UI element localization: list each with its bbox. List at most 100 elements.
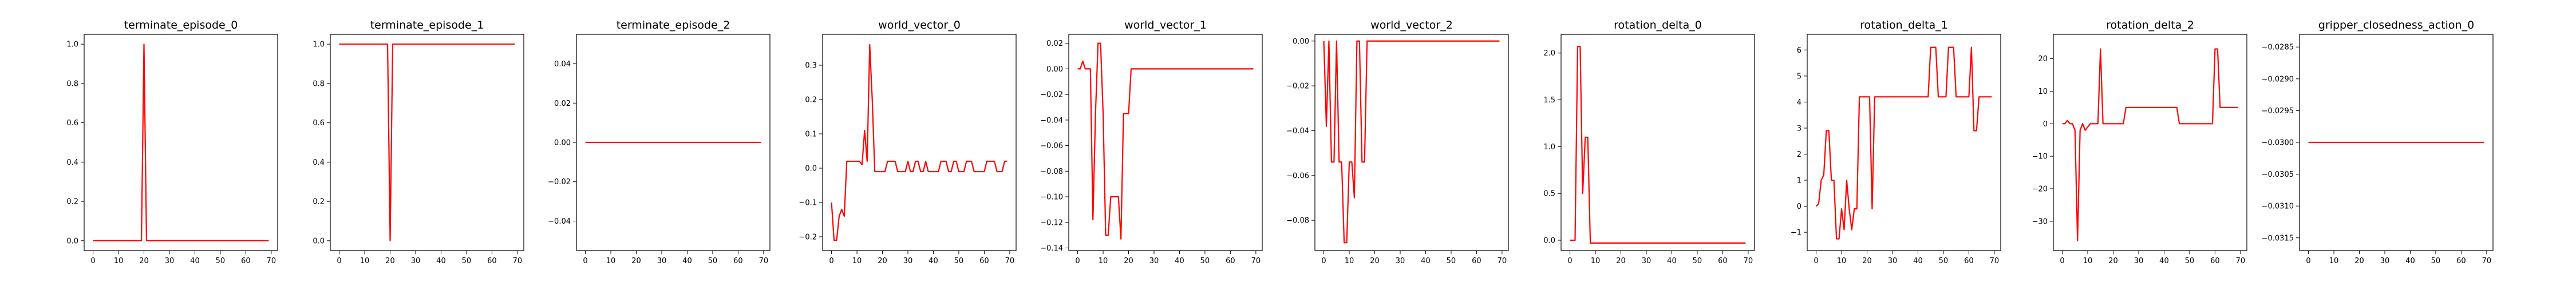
y-tick-label: 0.2 bbox=[805, 96, 817, 105]
x-tick-label: 70 bbox=[267, 257, 276, 265]
plot-frame bbox=[330, 34, 524, 251]
y-tick-label: −0.04 bbox=[1286, 127, 1309, 136]
y-tick-label: −0.04 bbox=[548, 217, 571, 226]
chart-title: world_vector_0 bbox=[878, 19, 961, 31]
plot-frame bbox=[84, 34, 278, 251]
chart-title: world_vector_1 bbox=[1124, 19, 1207, 31]
chart-title: gripper_closedness_action_0 bbox=[2318, 19, 2474, 31]
y-tick-label: −0.0310 bbox=[2262, 202, 2294, 211]
y-tick-label: 0.4 bbox=[66, 158, 78, 167]
x-tick-label: 60 bbox=[1964, 257, 1974, 265]
y-tick-label: 0 bbox=[1797, 202, 1801, 211]
x-tick-label: 10 bbox=[606, 257, 616, 265]
y-tick-label: 4 bbox=[1797, 98, 1801, 107]
y-tick-label: 0.8 bbox=[313, 80, 325, 88]
chart-panel-2: terminate_episode_2 0 10 20 30 40 50 60 70 −0.04 −… bbox=[548, 19, 771, 265]
x-tick-label: 70 bbox=[2236, 257, 2246, 265]
x-tick-label: 20 bbox=[1370, 257, 1380, 265]
x-tick-label: 0 bbox=[1814, 257, 1818, 265]
plot-frame bbox=[576, 34, 771, 251]
chart-title: terminate_episode_0 bbox=[124, 19, 238, 31]
y-tick-label: −30 bbox=[2032, 217, 2048, 226]
plot-frame bbox=[2299, 34, 2494, 251]
x-tick-label: 50 bbox=[1447, 257, 1456, 265]
y-tick-label: −0.0295 bbox=[2262, 107, 2294, 116]
x-tick-label: 40 bbox=[190, 257, 200, 265]
x-tick-label: 0 bbox=[829, 257, 833, 265]
x-tick-label: 30 bbox=[657, 257, 667, 265]
x-tick-label: 50 bbox=[1939, 257, 1949, 265]
x-tick-label: 40 bbox=[2159, 257, 2169, 265]
x-tick-label: 50 bbox=[2185, 257, 2195, 265]
x-tick-label: 10 bbox=[1837, 257, 1847, 265]
y-tick-label: 10 bbox=[2038, 88, 2048, 96]
x-tick-label: 20 bbox=[1124, 257, 1133, 265]
x-tick-label: 30 bbox=[165, 257, 175, 265]
plot-frame bbox=[822, 34, 1017, 251]
x-tick-label: 50 bbox=[2431, 257, 2441, 265]
plot-frame bbox=[1314, 34, 1509, 251]
chart-panel-5: world_vector_2 0 10 20 30 40 50 60 70 −0.08 −0.06 −… bbox=[1286, 19, 1509, 265]
y-tick-label: −0.14 bbox=[1040, 244, 1063, 253]
y-tick-label: 0.1 bbox=[805, 130, 817, 139]
y-tick-label: −0.08 bbox=[1040, 168, 1063, 176]
chart-title: world_vector_2 bbox=[1370, 19, 1453, 31]
chart-panel-0: terminate_episode_0 0 10 20 30 40 50 60 70 0.0 0.2… bbox=[66, 19, 278, 265]
x-tick-label: 70 bbox=[1005, 257, 1015, 265]
y-tick-label: 0.00 bbox=[1046, 65, 1063, 74]
y-tick-label: 0.0 bbox=[805, 165, 817, 173]
x-tick-label: 70 bbox=[2482, 257, 2492, 265]
series-line bbox=[1815, 46, 1992, 240]
y-tick-label: −0.04 bbox=[1040, 116, 1063, 125]
x-tick-label: 0 bbox=[1321, 257, 1326, 265]
x-tick-label: 20 bbox=[139, 257, 149, 265]
plot-frame bbox=[1068, 34, 1263, 251]
x-tick-label: 60 bbox=[733, 257, 743, 265]
plot-frame bbox=[1560, 34, 1755, 251]
x-tick-label: 60 bbox=[979, 257, 989, 265]
y-tick-label: 0.02 bbox=[1046, 39, 1063, 48]
series-line bbox=[93, 43, 269, 241]
x-tick-label: 50 bbox=[216, 257, 226, 265]
y-tick-label: 0.5 bbox=[1543, 190, 1555, 198]
x-tick-label: 0 bbox=[583, 257, 587, 265]
y-tick-label: −20 bbox=[2032, 185, 2048, 194]
x-tick-label: 30 bbox=[411, 257, 421, 265]
chart-title: rotation_delta_1 bbox=[1860, 19, 1948, 31]
x-tick-label: 70 bbox=[1990, 257, 2000, 265]
y-tick-label: −0.10 bbox=[1040, 193, 1063, 202]
x-tick-label: 50 bbox=[954, 257, 964, 265]
x-tick-label: 20 bbox=[2354, 257, 2364, 265]
y-tick-label: 0.4 bbox=[313, 158, 325, 167]
y-tick-label: 1 bbox=[1797, 177, 1801, 185]
chart-title: terminate_episode_2 bbox=[617, 19, 730, 31]
x-tick-label: 20 bbox=[631, 257, 641, 265]
x-tick-label: 40 bbox=[1667, 257, 1677, 265]
y-tick-label: 0.8 bbox=[66, 80, 78, 88]
y-tick-label: −0.02 bbox=[1286, 82, 1309, 91]
y-tick-label: 0.2 bbox=[313, 198, 325, 206]
x-tick-label: 60 bbox=[1226, 257, 1235, 265]
y-tick-label: −0.06 bbox=[1040, 142, 1063, 150]
y-tick-label: 0.00 bbox=[554, 139, 571, 148]
x-tick-label: 0 bbox=[2306, 257, 2310, 265]
y-tick-label: 6 bbox=[1797, 46, 1801, 55]
x-tick-label: 0 bbox=[337, 257, 341, 265]
y-tick-label: 1.5 bbox=[1543, 96, 1555, 105]
y-tick-label: 0.04 bbox=[554, 60, 571, 69]
chart-title: rotation_delta_0 bbox=[1614, 19, 1702, 31]
x-tick-label: 30 bbox=[1642, 257, 1652, 265]
x-tick-label: 50 bbox=[708, 257, 718, 265]
x-tick-label: 30 bbox=[903, 257, 913, 265]
y-tick-label: −0.0285 bbox=[2262, 43, 2294, 52]
x-tick-label: 50 bbox=[1200, 257, 1210, 265]
y-tick-label: 0.0 bbox=[1543, 237, 1555, 245]
series-line bbox=[339, 43, 515, 241]
chart-panel-9: gripper_closedness_action_0 0 10 20 30 40 50 60… bbox=[2262, 19, 2494, 265]
y-tick-label: 1.0 bbox=[313, 41, 325, 49]
x-tick-label: 60 bbox=[1472, 257, 1481, 265]
x-tick-label: 40 bbox=[1421, 257, 1431, 265]
y-tick-label: −0.0315 bbox=[2262, 234, 2294, 243]
x-tick-label: 0 bbox=[1567, 257, 1572, 265]
